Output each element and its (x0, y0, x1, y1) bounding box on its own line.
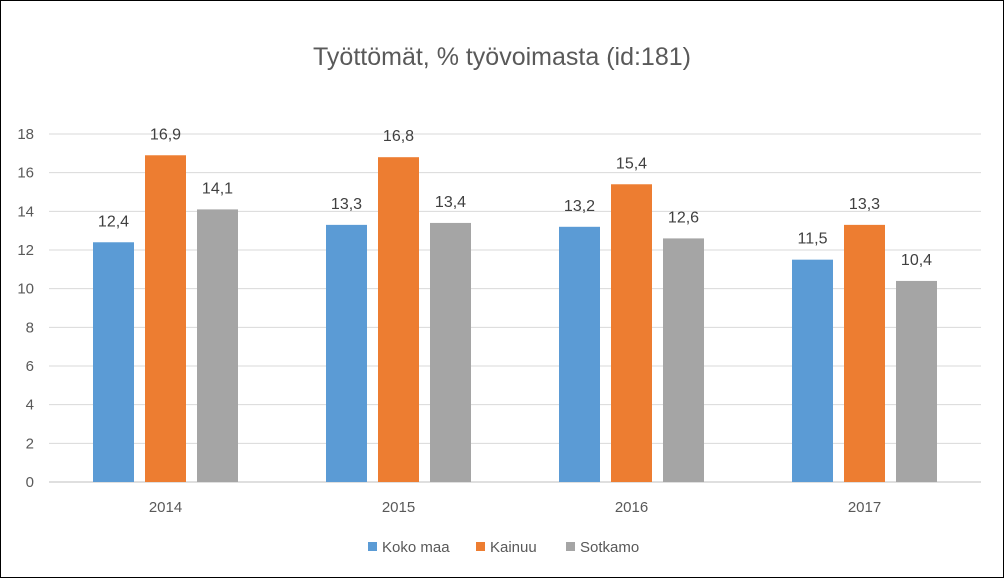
legend-label: Kainuu (490, 539, 537, 556)
y-tick-label: 10 (17, 281, 34, 298)
x-tick-label: 2016 (615, 499, 648, 516)
y-tick-label: 6 (26, 358, 34, 375)
data-label: 14,1 (202, 180, 233, 197)
bar (378, 157, 419, 482)
x-tick-label: 2014 (149, 499, 182, 516)
data-label: 13,4 (435, 194, 466, 211)
y-tick-label: 14 (17, 203, 34, 220)
legend-swatch (368, 542, 377, 551)
bar (844, 224, 885, 482)
bar (663, 238, 704, 482)
y-tick-label: 12 (17, 242, 34, 259)
legend-label: Sotkamo (580, 539, 639, 556)
bar (559, 226, 600, 482)
data-label: 10,4 (901, 252, 932, 269)
y-tick-label: 4 (26, 397, 34, 414)
bar (145, 155, 186, 482)
y-tick-label: 18 (17, 126, 34, 143)
data-label: 16,8 (383, 128, 414, 145)
bar (430, 222, 471, 482)
y-tick-label: 8 (26, 319, 34, 336)
bar (792, 259, 833, 482)
bar (197, 209, 238, 482)
bar (326, 224, 367, 482)
bar (93, 242, 134, 482)
data-label: 15,4 (616, 155, 647, 172)
data-label: 13,3 (849, 196, 880, 213)
data-labels: 12,4 16,9 14,1 13,3 16,8 13,4 13,2 15,4 12,6 11,5… (98, 126, 932, 269)
data-label: 13,3 (331, 196, 362, 213)
data-label: 12,4 (98, 213, 129, 230)
bar (611, 184, 652, 482)
y-tick-label: 0 (26, 474, 34, 491)
x-tick-label: 2017 (848, 499, 881, 516)
bars (93, 155, 937, 482)
bar (896, 280, 937, 482)
legend-label: Koko maa (382, 539, 450, 556)
data-label: 11,5 (798, 231, 828, 248)
y-tick-label: 2 (26, 435, 34, 452)
data-label: 13,2 (564, 198, 595, 215)
data-label: 12,6 (668, 209, 699, 226)
x-tick-label: 2015 (382, 499, 415, 516)
x-axis-ticks: 2014 2015 2016 2017 (149, 499, 881, 516)
gridlines (49, 133, 981, 483)
y-axis-ticks: 0 2 4 6 8 10 12 14 16 18 (17, 126, 34, 491)
y-tick-label: 16 (17, 165, 34, 182)
legend-swatch (566, 542, 575, 551)
data-label: 16,9 (150, 126, 181, 143)
chart-title: Työttömät, % työvoimasta (id:181) (313, 43, 691, 71)
legend: Koko maa Kainuu Sotkamo (368, 539, 639, 556)
legend-swatch (476, 542, 485, 551)
